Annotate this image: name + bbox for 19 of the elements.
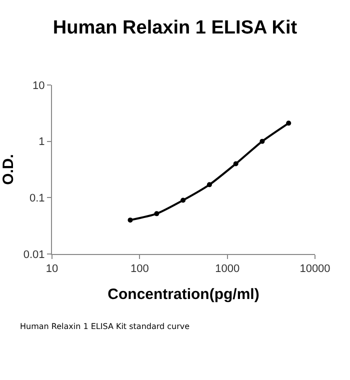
point [260, 138, 265, 144]
x-tick-label: 10000 [300, 263, 330, 276]
y-axis-title: O.D. [0, 154, 17, 185]
y-tick-label: 0.01 [23, 248, 45, 261]
x-tick-label: 100 [130, 263, 149, 276]
y-tick-label: 10 [32, 80, 45, 92]
point [233, 161, 238, 166]
point [206, 182, 212, 188]
x-tick-label: 10 [46, 263, 58, 276]
y-tick-label: 0.1 [30, 192, 45, 205]
point [154, 211, 160, 216]
point [128, 218, 133, 223]
chart-title: Human Relaxin 1 ELISA Kit [52, 17, 298, 38]
point [180, 198, 186, 203]
point [286, 120, 292, 126]
y-tick-label: 1 [38, 136, 45, 148]
x-axis-title: Concentration(pg/ml) [108, 286, 260, 304]
x-tick-label: 1000 [215, 263, 240, 276]
text: Human Relaxin 1 ELISA Kit standard curve [20, 322, 190, 331]
